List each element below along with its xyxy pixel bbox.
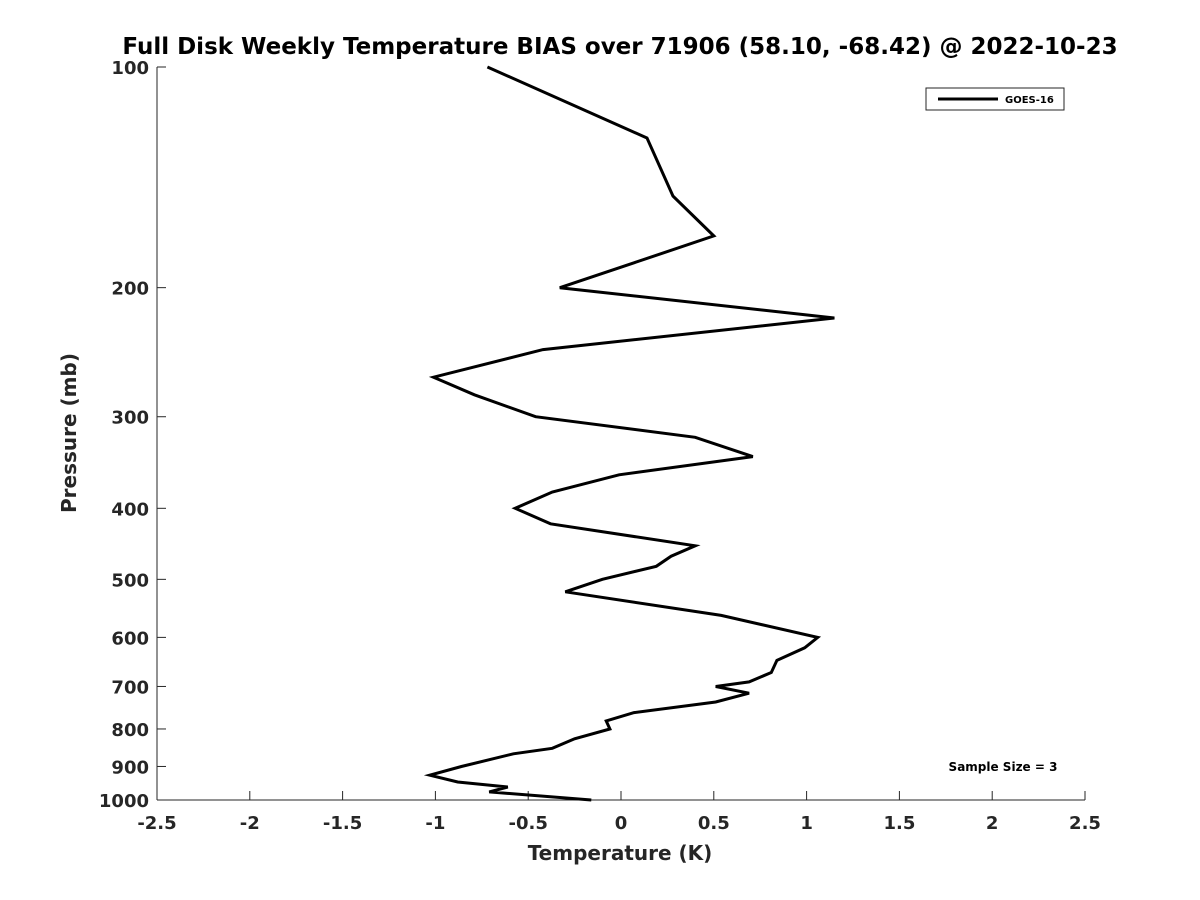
y-axis-ticks: 100 200 300 400 500 600 700 800 900 1000 [99,58,166,812]
x-tick-label: -1.5 [323,813,362,834]
x-axis-label: Temperature (K) [528,841,713,865]
axes [156,67,1085,801]
series-layer [423,65,835,802]
y-tick-label: 1000 [99,791,149,812]
x-tick-label: 0 [615,813,628,834]
y-tick-label: 300 [111,408,149,429]
x-tick-label: -0.5 [509,813,548,834]
x-tick-label: 0.5 [698,813,730,834]
series-line-goes-16 [423,65,835,802]
y-tick-label: 200 [111,279,149,300]
y-tick-label: 700 [111,677,149,698]
y-tick-label: 600 [111,628,149,649]
x-tick-label: 1.5 [883,813,915,834]
x-tick-label: 2 [986,813,999,834]
y-axis-label: Pressure (mb) [57,353,81,513]
y-tick-label: 900 [111,757,149,778]
x-tick-label: -1 [425,813,445,834]
chart-title: Full Disk Weekly Temperature BIAS over 7… [122,34,1117,60]
x-tick-label: -2 [240,813,260,834]
x-tick-label: -2.5 [137,813,176,834]
legend: GOES-16 [925,87,1065,111]
sample-size-annotation: Sample Size = 3 [949,760,1058,774]
y-tick-label: 100 [111,58,149,79]
legend-label-goes-16: GOES-16 [1005,95,1054,106]
y-tick-label: 500 [111,570,149,591]
x-axis-ticks: -2.5 -2 -1.5 -1 -0.5 0 0.5 1 1.5 2 2.5 [137,791,1101,834]
x-tick-label: 1 [800,813,813,834]
x-tick-label: 2.5 [1069,813,1101,834]
y-tick-label: 800 [111,720,149,741]
y-tick-label: 400 [111,499,149,520]
